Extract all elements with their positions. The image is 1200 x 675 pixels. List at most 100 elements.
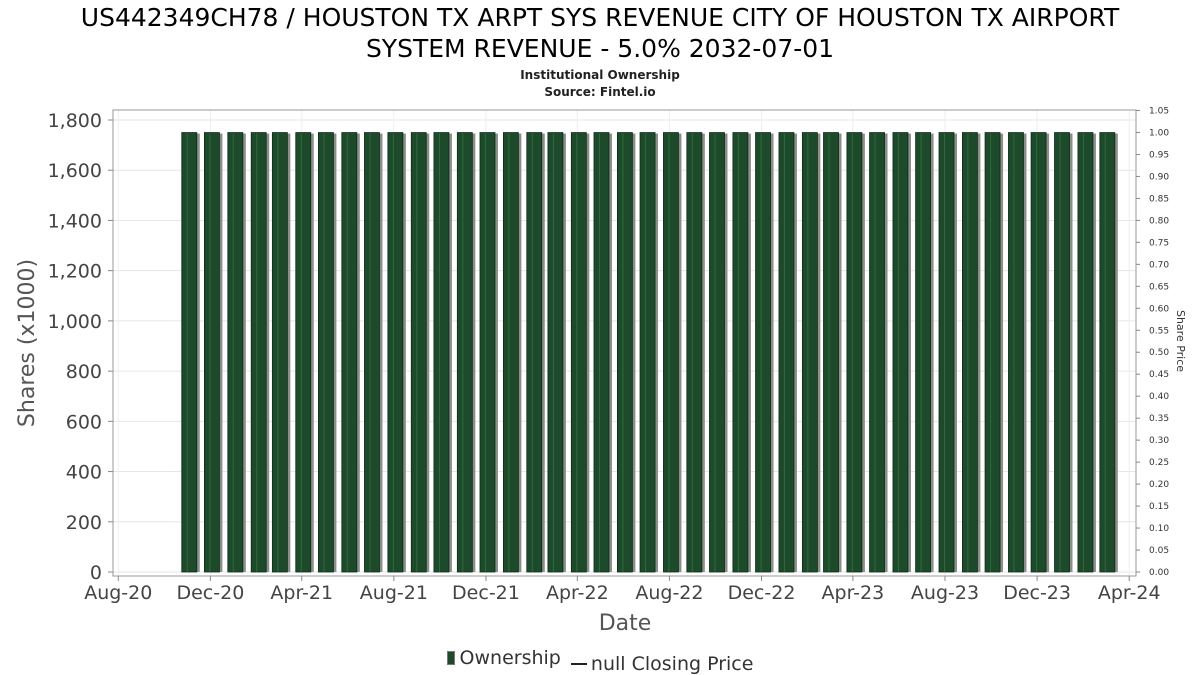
ownership-bar (387, 132, 406, 573)
ownership-bar (502, 132, 522, 573)
legend-item-closing-price[interactable]: null Closing Price (570, 653, 754, 675)
ownership-bar (227, 132, 246, 573)
x-tick-label: Dec-22 (728, 582, 796, 604)
x-tick-label: Apr-22 (546, 582, 609, 604)
bar-body (639, 132, 656, 573)
bar-body (547, 132, 564, 573)
bar-body (778, 132, 795, 573)
x-axis-label: Date (599, 611, 652, 636)
bar-body (938, 132, 955, 573)
bars-group (181, 132, 1118, 573)
legend-item-ownership[interactable]: Ownership (446, 647, 561, 669)
ownership-swatch (446, 651, 455, 665)
bar-body (526, 132, 543, 573)
legend-label-ownership: Ownership (459, 647, 561, 669)
y-tick-label: 1,200 (48, 261, 102, 283)
bar-body (456, 132, 473, 573)
bar-body (433, 132, 450, 573)
bar-body (755, 132, 771, 573)
y2-tick-label: 0.15 (1149, 502, 1169, 512)
ownership-bar (616, 132, 636, 573)
y-tick-label: 1,800 (48, 110, 102, 132)
bar-body (295, 132, 312, 573)
y-tick-label: 1,000 (48, 311, 102, 333)
ownership-bar (181, 132, 200, 573)
bar-body (616, 132, 633, 573)
chart-title: US442349CH78 / HOUSTON TX ARPT SYS REVEN… (0, 2, 1200, 64)
y2-tick-label: 0.35 (1149, 414, 1169, 424)
chart-subtitle: Institutional Ownership (520, 68, 680, 82)
x-tick-label: Apr-24 (1098, 582, 1161, 604)
y2-tick-label: 0.20 (1149, 480, 1169, 490)
ownership-bar (709, 132, 728, 573)
y2-tick-label: 0.85 (1149, 194, 1169, 204)
y-tick-label: 400 (66, 462, 102, 484)
y-axis-label: Shares (x1000) (15, 259, 40, 427)
ownership-bar (892, 132, 911, 573)
x-tick-label: Dec-23 (1003, 582, 1071, 604)
x-tick-label: Aug-21 (360, 582, 428, 604)
ownership-bar (938, 132, 957, 573)
ownership-bar (869, 132, 888, 573)
ownership-bar (1030, 132, 1050, 573)
chart-source: Source: Fintel.io (544, 85, 656, 99)
y2-tick-label: 0.60 (1149, 304, 1169, 314)
y-tick-label: 800 (66, 361, 102, 383)
ownership-bar (1077, 132, 1096, 573)
bar-body (250, 132, 267, 573)
ownership-bar (732, 132, 751, 573)
y2-tick-label: 0.90 (1149, 172, 1169, 182)
ownership-bar (639, 132, 659, 573)
ownership-bar (318, 132, 337, 573)
x-tick-label: Aug-22 (635, 582, 703, 604)
bar-body (502, 132, 519, 573)
y2-tick-label: 0.00 (1149, 568, 1169, 578)
bar-body (271, 132, 288, 573)
bar-body (227, 132, 244, 573)
bar-body (570, 132, 587, 573)
ownership-bar (1008, 132, 1027, 573)
ownership-bar (271, 132, 291, 573)
ownership-bar (1054, 132, 1073, 573)
bar-body (387, 132, 404, 573)
bar-body (846, 132, 863, 573)
bar-body (823, 132, 839, 573)
bar-body (892, 132, 909, 573)
ownership-bar (570, 132, 590, 573)
ownership-bar (984, 132, 1004, 573)
bar-body (1054, 132, 1070, 573)
y2-axis: 0.00 0.05 0.10 0.15 0.20 0.25 0.30 0.35 0.40 0.45… (1136, 107, 1169, 578)
y-tick-label: 0 (90, 562, 102, 584)
ownership-bar (479, 132, 498, 573)
x-tick-label: Aug-20 (84, 582, 152, 604)
ownership-bar (915, 132, 934, 573)
y2-tick-label: 0.45 (1149, 370, 1169, 380)
ownership-bar (204, 132, 223, 573)
x-axis: Aug-20 Dec-20 Apr-21 Aug-21 Dec-21 Apr-22 Aug-… (84, 576, 1161, 604)
bar-body (479, 132, 496, 573)
x-tick-label: Dec-20 (176, 582, 244, 604)
y-tick-label: 200 (66, 512, 102, 534)
ownership-bar (410, 132, 430, 573)
bar-body (801, 132, 818, 573)
ownership-bar (663, 132, 682, 573)
y2-axis-label: Share Price (1174, 310, 1187, 372)
x-tick-label: Aug-23 (911, 582, 979, 604)
ownership-bar (823, 132, 842, 573)
bar-body (364, 132, 380, 573)
bar-body (181, 132, 198, 573)
ownership-bar (962, 132, 981, 573)
bar-body (1008, 132, 1024, 573)
bar-body (341, 132, 358, 573)
y2-tick-label: 0.25 (1149, 458, 1169, 468)
ownership-bar (364, 132, 383, 573)
y2-tick-label: 0.10 (1149, 524, 1169, 534)
bar-body (732, 132, 749, 573)
legend-label-closing-price: null Closing Price (590, 653, 754, 675)
y2-tick-label: 1.00 (1149, 128, 1169, 138)
y2-tick-label: 0.40 (1149, 392, 1169, 402)
bar-body (410, 132, 427, 573)
bar-body (1099, 132, 1116, 573)
bar-body (204, 132, 220, 573)
